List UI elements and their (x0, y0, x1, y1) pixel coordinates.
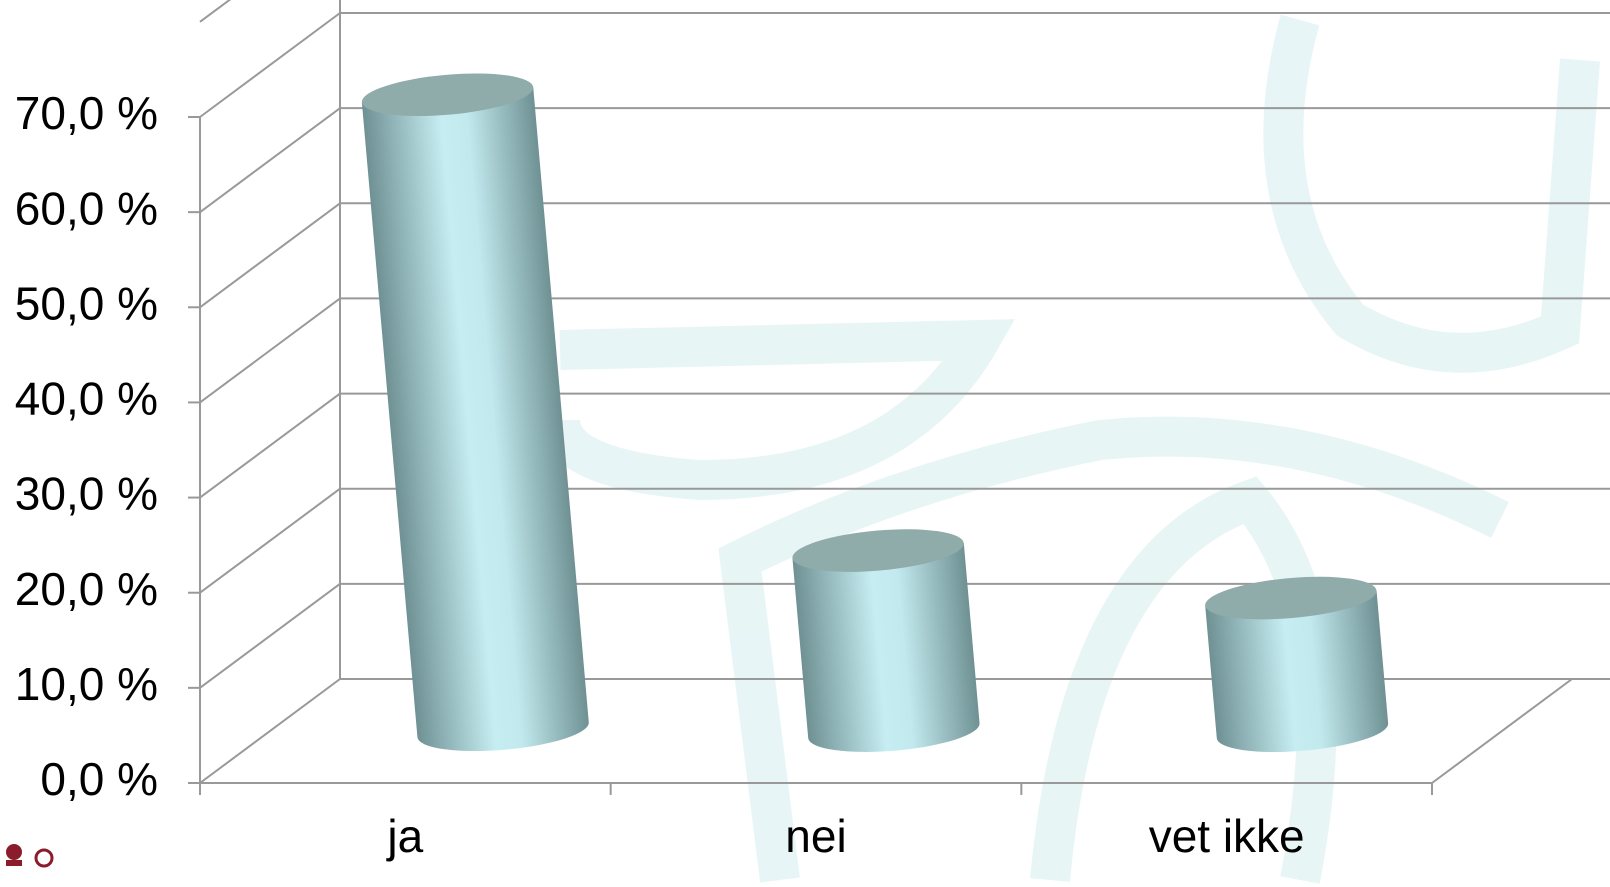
logo (6, 844, 54, 868)
bar (792, 529, 980, 752)
y-tick-label: 40,0 % (15, 373, 158, 425)
grid-line (199, 297, 341, 404)
grid-line (199, 202, 341, 309)
grid-line (199, 392, 341, 499)
y-tick-label: 50,0 % (15, 277, 158, 329)
floor-edge (1431, 678, 1573, 784)
bar-top (1205, 576, 1377, 620)
y-tick-label: 60,0 % (15, 182, 158, 234)
y-tick-label: 20,0 % (15, 563, 158, 615)
y-tick-label: 30,0 % (15, 468, 158, 520)
y-tick-label: 10,0 % (15, 658, 158, 710)
bar-top (361, 73, 534, 117)
x-tick-label: nei (785, 810, 846, 862)
watermark (540, 14, 1600, 884)
y-tick-label: 0,0 % (40, 753, 158, 805)
grid-line (199, 487, 341, 594)
grid-line (199, 12, 341, 118)
bar (1205, 576, 1389, 753)
bar-body (792, 543, 980, 752)
bar (361, 73, 589, 752)
grid-line (199, 0, 232, 23)
bar-top (792, 529, 964, 572)
grid-line (199, 678, 341, 784)
grid-line (199, 107, 341, 213)
y-tick-label: 70,0 % (15, 87, 158, 139)
bar-body (361, 87, 589, 752)
x-tick-label: ja (385, 810, 423, 862)
grid-line (199, 583, 341, 689)
bar-body (1205, 590, 1389, 753)
x-tick-label: vet ikke (1149, 810, 1305, 862)
